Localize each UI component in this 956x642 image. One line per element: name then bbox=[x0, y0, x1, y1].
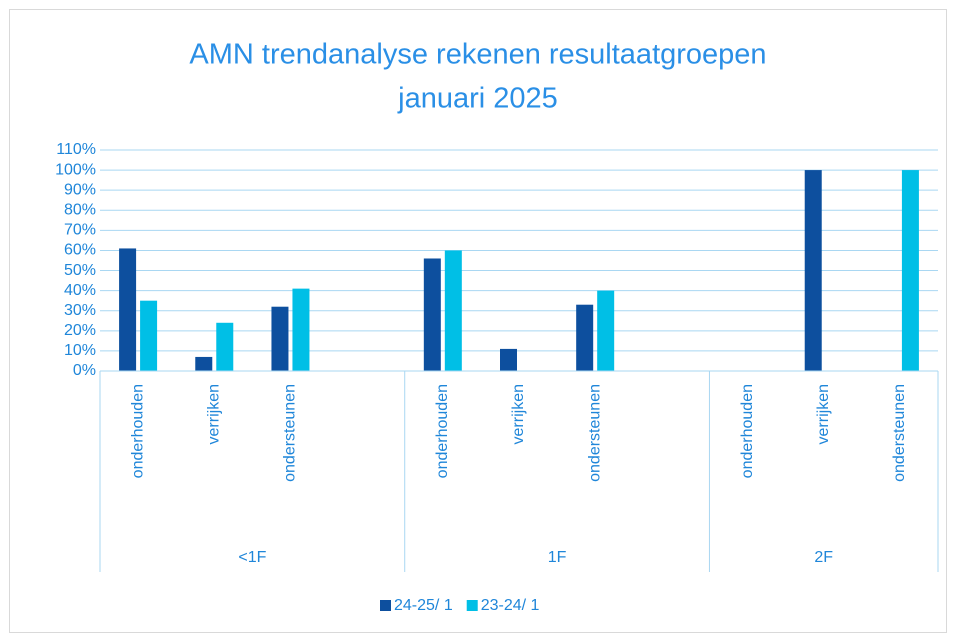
chart-title: AMN trendanalyse rekenen resultaatgroepe… bbox=[189, 39, 766, 71]
y-tick-label: 20% bbox=[64, 322, 96, 339]
y-tick-label: 30% bbox=[64, 302, 96, 319]
bar bbox=[804, 170, 822, 371]
y-tick-label: 110% bbox=[56, 141, 96, 158]
legend-swatch bbox=[466, 600, 478, 611]
group-label: <1F bbox=[238, 549, 266, 566]
bar bbox=[292, 288, 310, 371]
bar bbox=[216, 322, 234, 371]
x-tick-label: ondersteunen bbox=[586, 384, 603, 482]
group-label: 2F bbox=[814, 549, 833, 566]
x-tick-label: ondersteunen bbox=[282, 384, 299, 482]
bar bbox=[444, 250, 462, 371]
y-tick-label: 100% bbox=[55, 161, 96, 178]
x-tick-label: ondersteunen bbox=[891, 384, 908, 482]
x-tick-label: verrijken bbox=[510, 384, 527, 444]
bar bbox=[271, 306, 289, 371]
x-tick-label: verrijken bbox=[815, 384, 832, 444]
legend-label: 23-24/ 1 bbox=[481, 597, 540, 614]
chart-frame bbox=[9, 9, 947, 633]
bar bbox=[901, 170, 919, 371]
y-tick-label: 40% bbox=[64, 282, 96, 299]
bar bbox=[195, 356, 213, 371]
y-tick-label: 60% bbox=[64, 242, 96, 259]
bar bbox=[597, 290, 615, 371]
chart-title: januari 2025 bbox=[397, 83, 558, 115]
y-tick-label: 10% bbox=[64, 342, 96, 359]
bar bbox=[423, 258, 441, 371]
group-label: 1F bbox=[548, 549, 567, 566]
x-tick-label: verrijken bbox=[205, 384, 222, 444]
x-tick-label: onderhouden bbox=[434, 384, 451, 478]
y-tick-label: 80% bbox=[64, 201, 96, 218]
y-tick-label: 0% bbox=[73, 362, 96, 379]
bar bbox=[576, 304, 594, 371]
legend-swatch bbox=[380, 600, 391, 611]
x-tick-label: onderhouden bbox=[129, 384, 146, 478]
legend-label: 24-25/ 1 bbox=[394, 597, 453, 614]
y-tick-label: 90% bbox=[64, 181, 96, 198]
x-tick-label: onderhouden bbox=[739, 384, 756, 478]
bar bbox=[500, 348, 517, 371]
bar bbox=[140, 300, 158, 371]
y-tick-label: 70% bbox=[64, 222, 96, 239]
bar bbox=[119, 248, 137, 371]
y-tick-label: 50% bbox=[64, 262, 96, 279]
